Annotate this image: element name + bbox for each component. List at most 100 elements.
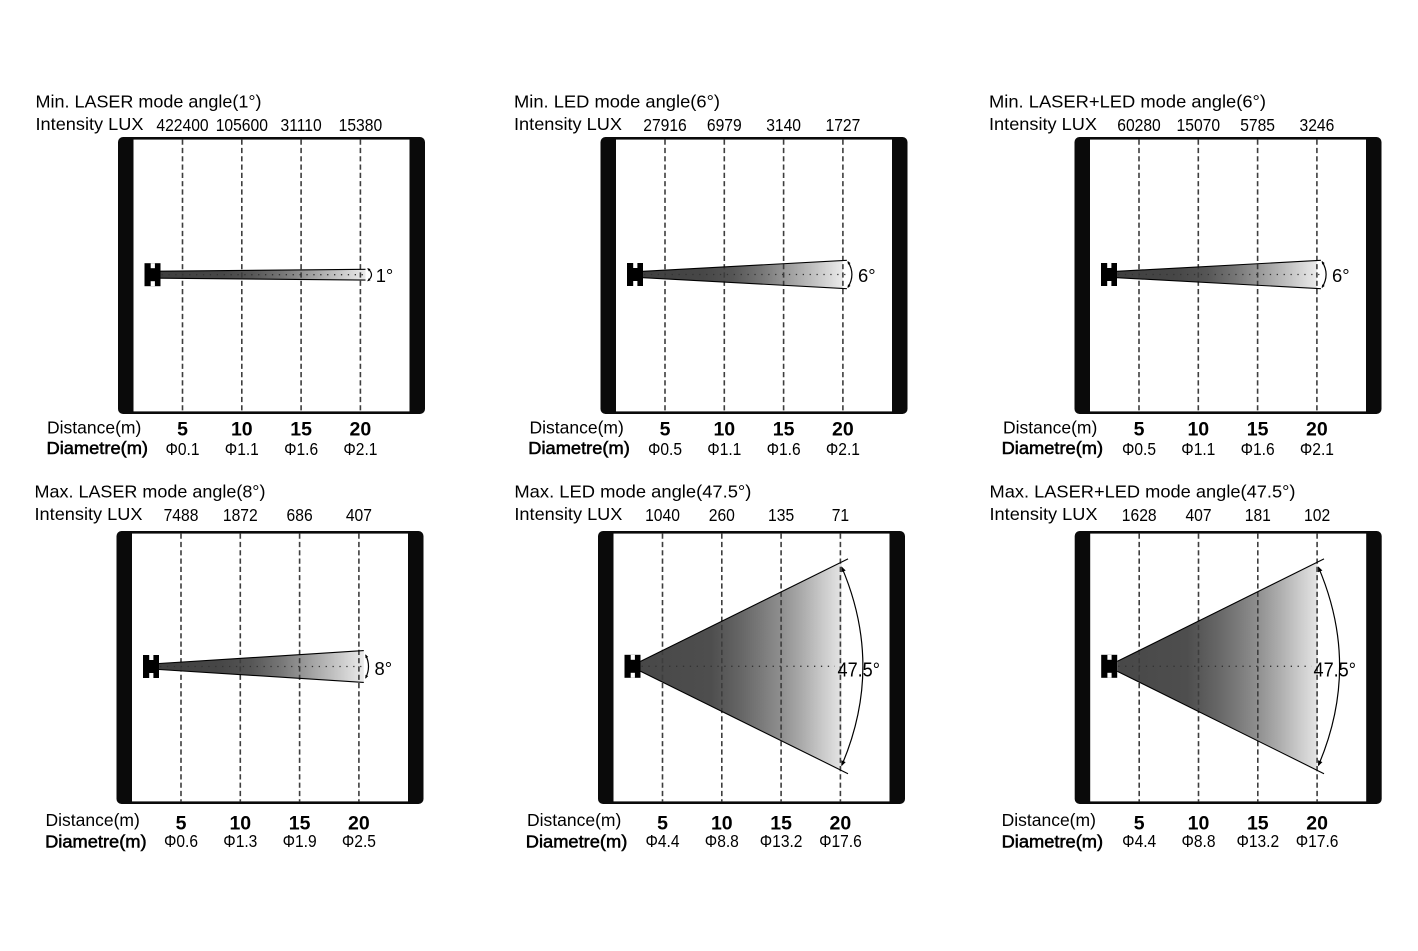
svg-text:3246: 3246: [1299, 115, 1334, 135]
svg-text:3140: 3140: [766, 115, 801, 135]
svg-text:15: 15: [773, 419, 795, 441]
svg-text:Φ4.4: Φ4.4: [1122, 832, 1156, 851]
svg-text:20: 20: [1306, 419, 1328, 441]
svg-text:15: 15: [289, 813, 311, 835]
svg-text:71: 71: [832, 505, 849, 525]
svg-text:Max. LASER mode angle(8°): Max. LASER mode angle(8°): [35, 481, 266, 501]
svg-text:Φ1.1: Φ1.1: [707, 440, 741, 459]
svg-text:1727: 1727: [825, 115, 860, 135]
svg-text:Distance(m): Distance(m): [527, 810, 621, 830]
svg-text:Φ1.1: Φ1.1: [225, 440, 259, 459]
svg-text:Φ1.6: Φ1.6: [284, 440, 318, 459]
svg-text:Diametre(m): Diametre(m): [526, 832, 628, 852]
svg-text:10: 10: [231, 419, 253, 441]
svg-text:Diametre(m): Diametre(m): [528, 438, 630, 458]
svg-text:Min. LASER+LED mode angle(6°): Min. LASER+LED mode angle(6°): [989, 92, 1266, 112]
svg-text:Diametre(m): Diametre(m): [45, 832, 147, 852]
svg-text:5: 5: [177, 419, 188, 441]
svg-text:Φ2.5: Φ2.5: [342, 832, 376, 851]
svg-text:Φ17.6: Φ17.6: [1296, 832, 1339, 851]
svg-text:Intensity LUX: Intensity LUX: [514, 504, 622, 524]
svg-text:Φ2.1: Φ2.1: [343, 440, 377, 459]
svg-text:Φ0.5: Φ0.5: [1122, 440, 1156, 459]
svg-text:1040: 1040: [645, 505, 680, 525]
svg-text:Max. LASER+LED mode angle(47.5: Max. LASER+LED mode angle(47.5°): [990, 481, 1296, 501]
svg-text:Distance(m): Distance(m): [1003, 417, 1097, 437]
svg-text:5: 5: [660, 419, 671, 441]
svg-text:Distance(m): Distance(m): [1002, 810, 1096, 830]
svg-text:Intensity LUX: Intensity LUX: [514, 114, 622, 134]
svg-text:60280: 60280: [1117, 115, 1161, 135]
svg-text:10: 10: [713, 419, 735, 441]
svg-text:Φ1.9: Φ1.9: [283, 832, 317, 851]
svg-text:Distance(m): Distance(m): [46, 810, 140, 830]
svg-text:5785: 5785: [1240, 115, 1275, 135]
svg-text:15: 15: [1247, 419, 1269, 441]
svg-text:Φ2.1: Φ2.1: [826, 440, 860, 459]
svg-text:8°: 8°: [375, 658, 393, 679]
svg-text:6°: 6°: [858, 265, 876, 286]
svg-text:Φ8.8: Φ8.8: [1181, 832, 1215, 851]
svg-text:Φ2.1: Φ2.1: [1300, 440, 1334, 459]
svg-text:5: 5: [1134, 419, 1145, 441]
svg-text:10: 10: [229, 813, 251, 835]
svg-text:1°: 1°: [376, 265, 394, 286]
svg-text:Φ4.4: Φ4.4: [645, 832, 679, 851]
svg-text:422400: 422400: [156, 115, 208, 135]
svg-text:5: 5: [176, 813, 187, 835]
svg-text:6979: 6979: [707, 115, 742, 135]
svg-text:31110: 31110: [280, 115, 321, 135]
svg-text:Intensity LUX: Intensity LUX: [990, 504, 1098, 524]
svg-text:47.5°: 47.5°: [838, 658, 881, 681]
svg-text:Min. LASER mode angle(1°): Min. LASER mode angle(1°): [36, 92, 262, 112]
svg-text:20: 20: [350, 419, 372, 441]
svg-text:6°: 6°: [1332, 265, 1350, 286]
svg-text:135: 135: [768, 505, 794, 525]
svg-text:1628: 1628: [1122, 505, 1157, 525]
svg-text:Φ17.6: Φ17.6: [819, 832, 862, 851]
svg-text:20: 20: [830, 813, 852, 835]
svg-text:15: 15: [290, 419, 312, 441]
svg-text:181: 181: [1245, 505, 1271, 525]
svg-text:10: 10: [711, 813, 733, 835]
svg-text:Diametre(m): Diametre(m): [1002, 832, 1104, 852]
svg-text:407: 407: [346, 505, 372, 525]
svg-text:15380: 15380: [339, 115, 383, 135]
svg-text:Φ0.6: Φ0.6: [164, 832, 198, 851]
svg-text:Φ13.2: Φ13.2: [760, 832, 803, 851]
svg-text:260: 260: [709, 505, 735, 525]
svg-text:Diametre(m): Diametre(m): [1002, 438, 1104, 458]
svg-text:1872: 1872: [223, 505, 258, 525]
svg-text:Intensity LUX: Intensity LUX: [989, 114, 1097, 134]
svg-text:Distance(m): Distance(m): [530, 417, 624, 437]
svg-text:Φ8.8: Φ8.8: [705, 832, 739, 851]
svg-text:Min. LED mode angle(6°): Min. LED mode angle(6°): [514, 92, 720, 112]
svg-text:686: 686: [287, 505, 313, 525]
svg-text:Φ0.1: Φ0.1: [165, 440, 199, 459]
svg-text:10: 10: [1187, 419, 1209, 441]
svg-text:Distance(m): Distance(m): [47, 417, 141, 437]
svg-text:105600: 105600: [216, 115, 268, 135]
svg-text:Max. LED mode angle(47.5°): Max. LED mode angle(47.5°): [514, 481, 751, 501]
svg-text:20: 20: [1306, 813, 1328, 835]
svg-text:47.5°: 47.5°: [1314, 658, 1357, 681]
svg-text:Intensity LUX: Intensity LUX: [35, 504, 143, 524]
svg-text:15070: 15070: [1177, 115, 1221, 135]
svg-text:27916: 27916: [643, 115, 687, 135]
svg-text:5: 5: [1134, 813, 1145, 835]
svg-text:20: 20: [348, 813, 370, 835]
svg-text:Intensity LUX: Intensity LUX: [36, 114, 144, 134]
svg-text:15: 15: [1247, 813, 1269, 835]
svg-text:Φ1.1: Φ1.1: [1181, 440, 1215, 459]
svg-text:10: 10: [1188, 813, 1210, 835]
svg-text:20: 20: [832, 419, 854, 441]
svg-text:Diametre(m): Diametre(m): [47, 438, 149, 458]
svg-text:Φ13.2: Φ13.2: [1236, 832, 1279, 851]
svg-text:5: 5: [657, 813, 668, 835]
svg-text:407: 407: [1185, 505, 1211, 525]
svg-text:7488: 7488: [164, 505, 199, 525]
svg-text:102: 102: [1304, 505, 1330, 525]
svg-text:15: 15: [770, 813, 792, 835]
svg-text:Φ0.5: Φ0.5: [648, 440, 682, 459]
svg-text:Φ1.6: Φ1.6: [1241, 440, 1275, 459]
